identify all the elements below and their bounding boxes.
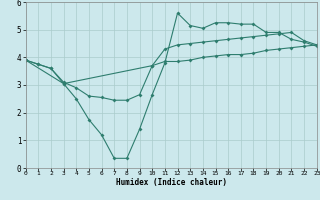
X-axis label: Humidex (Indice chaleur): Humidex (Indice chaleur) <box>116 178 227 187</box>
